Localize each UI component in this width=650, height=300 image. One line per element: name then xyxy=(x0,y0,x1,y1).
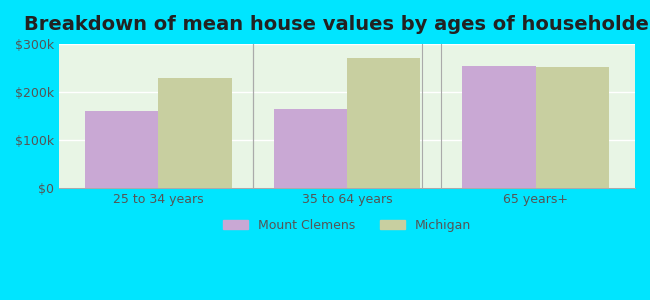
Bar xyxy=(536,67,609,188)
Title: Breakdown of mean house values by ages of householders: Breakdown of mean house values by ages o… xyxy=(24,15,650,34)
Bar xyxy=(85,111,159,188)
Bar xyxy=(274,109,347,188)
Legend: Mount Clemens, Michigan: Mount Clemens, Michigan xyxy=(218,214,476,237)
Bar xyxy=(159,78,232,188)
Bar xyxy=(462,66,536,188)
Bar xyxy=(347,58,421,188)
